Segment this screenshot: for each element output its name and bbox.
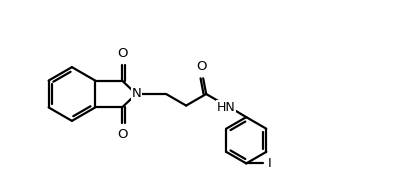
Text: O: O: [196, 61, 207, 74]
Text: N: N: [131, 87, 141, 101]
Text: O: O: [117, 47, 127, 60]
Text: HN: HN: [217, 101, 236, 114]
Text: I: I: [268, 157, 272, 170]
Text: O: O: [117, 128, 127, 141]
